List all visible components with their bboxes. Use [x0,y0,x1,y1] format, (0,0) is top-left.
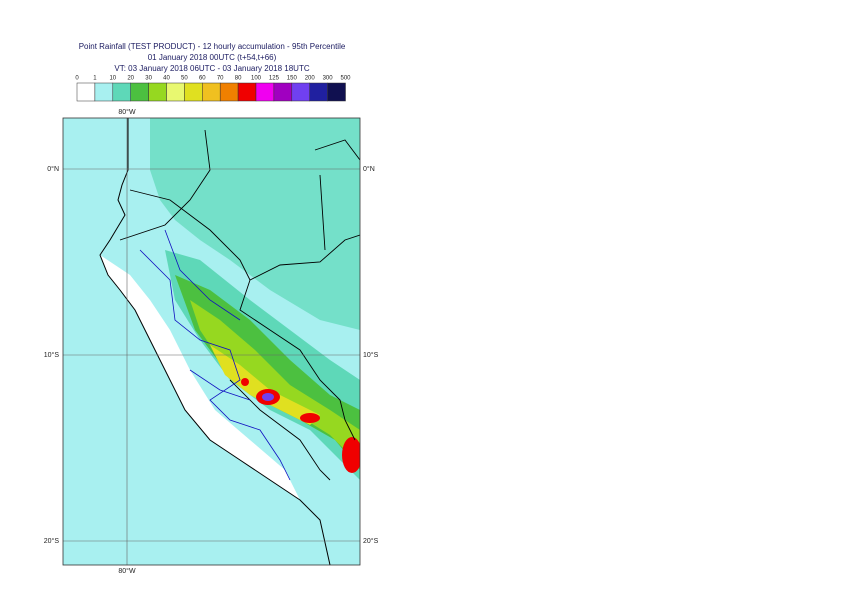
lat-label: 20°S [363,537,379,545]
sea [63,250,330,565]
coastal-dry-strip [100,255,300,500]
lat-label: 0°N [363,165,375,173]
legend-swatch [112,82,131,102]
legend-swatch [237,82,257,102]
legend-label: 150 [287,76,298,82]
rain-area [342,437,360,473]
legend-label: 70 [217,76,224,82]
legend-swatch [273,82,293,102]
legend-swatch [202,82,221,102]
map-area [63,118,360,565]
rain-area [241,378,249,386]
lat-label: 0°N [47,165,59,173]
legend-swatch [291,82,310,102]
rain-area [190,300,360,465]
title-line: 01 January 2018 00UTC (t+54,t+66) [148,53,277,62]
lon-label: 80°W [118,108,136,116]
legend-label: 20 [127,76,134,82]
legend-swatch [130,82,149,102]
rain-area [210,345,320,425]
legend-label: 50 [181,76,188,82]
legend-label: 1 [93,76,97,82]
legend-label: 40 [163,76,170,82]
legend-label: 30 [145,76,152,82]
map-frame [62,117,361,566]
legend-swatch [94,82,114,102]
legend-label: 10 [109,76,116,82]
legend-swatch [76,82,96,102]
legend-swatch [219,82,239,102]
legend-swatch [255,82,275,102]
legend: 0 1 10 20 30 40 50 60 70 80 100 125 150 200 300 500 [75,76,351,102]
legend-label: 80 [235,76,242,82]
legend-swatch [309,82,328,102]
legend-label: 0 [75,76,79,82]
rain-area [300,413,320,423]
lat-label: 20°S [44,537,60,545]
legend-label: 500 [340,76,351,82]
legend-swatch [148,82,167,102]
lon-label: 80°W [118,567,136,575]
border [119,129,360,481]
coastline [99,118,331,565]
legend-label: 200 [305,76,316,82]
rain-area [262,393,274,401]
legend-label: 60 [199,76,206,82]
legend-label: 100 [251,76,262,82]
title-line: VT: 03 January 2018 06UTC - 03 January 2… [114,64,309,73]
lat-label: 10°S [363,351,379,359]
rain-area [150,118,360,330]
legend-label: 125 [269,76,280,82]
legend-swatch [184,82,203,102]
legend-swatch [327,82,346,102]
title-line: Point Rainfall (TEST PRODUCT) - 12 hourl… [79,42,346,51]
legend-label: 300 [323,76,334,82]
legend-swatch [166,82,185,102]
region-border [139,229,291,481]
lat-label: 10°S [44,351,60,359]
